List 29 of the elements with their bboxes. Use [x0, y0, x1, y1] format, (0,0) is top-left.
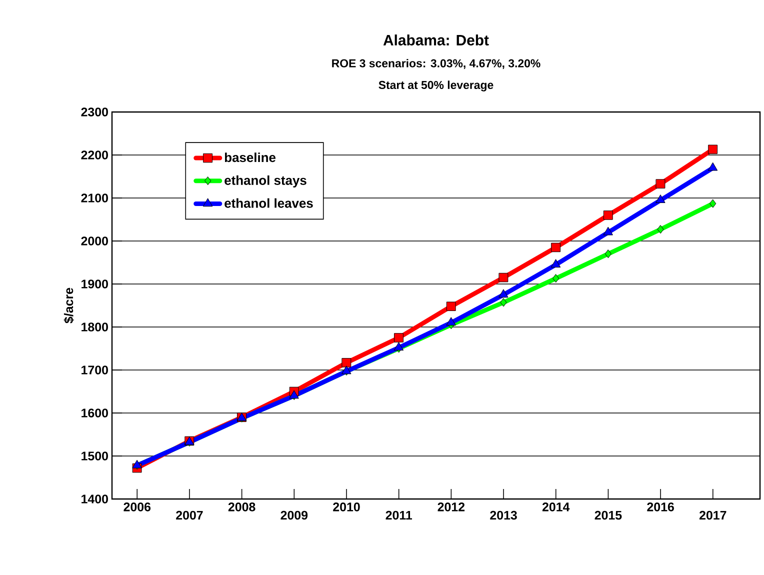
x-tick-label: 2006	[124, 502, 151, 512]
text: Start at 50% leverage	[378, 80, 494, 92]
y-tick-label: 2000	[81, 236, 108, 246]
x-tick-label: 2010	[333, 502, 360, 512]
y-tick-label: 2300	[81, 108, 108, 116]
legend-label: baseline	[224, 152, 276, 162]
y-tick-label: 2100	[81, 194, 108, 202]
y-tick-label: 1800	[82, 322, 108, 332]
legend-label: ethanol stays	[224, 175, 306, 188]
x-tick-label: 2011	[386, 510, 412, 520]
chart-subtitle: ROE 3 scenarios: 3.03%, 4.67%, 3.20%	[332, 58, 540, 70]
x-tick-label: 2012	[438, 502, 465, 512]
x-tick-label: 2015	[594, 510, 622, 520]
x-tick-label: 2017	[699, 510, 726, 520]
x-tick-label: 2007	[176, 510, 203, 520]
legend-label: ethanol leaves	[224, 198, 313, 208]
y-tick-label: 1900	[82, 280, 108, 288]
y-tick-label: 1700	[82, 366, 108, 374]
chart-title: Alabama: Debt	[383, 34, 489, 46]
x-tick-label: 2013	[490, 510, 517, 520]
x-tick-label: 2016	[647, 502, 674, 512]
y-tick-label: 1500	[82, 452, 108, 460]
y-tick-label: 2200	[81, 150, 108, 160]
x-tick-label: 2014	[542, 502, 570, 512]
y-axis-title: $/acre	[64, 288, 74, 324]
y-tick-label: 1400	[82, 494, 108, 504]
x-tick-label: 2008	[228, 502, 256, 512]
x-tick-label: 2009	[280, 510, 308, 520]
y-tick-label: 1600	[82, 408, 108, 418]
